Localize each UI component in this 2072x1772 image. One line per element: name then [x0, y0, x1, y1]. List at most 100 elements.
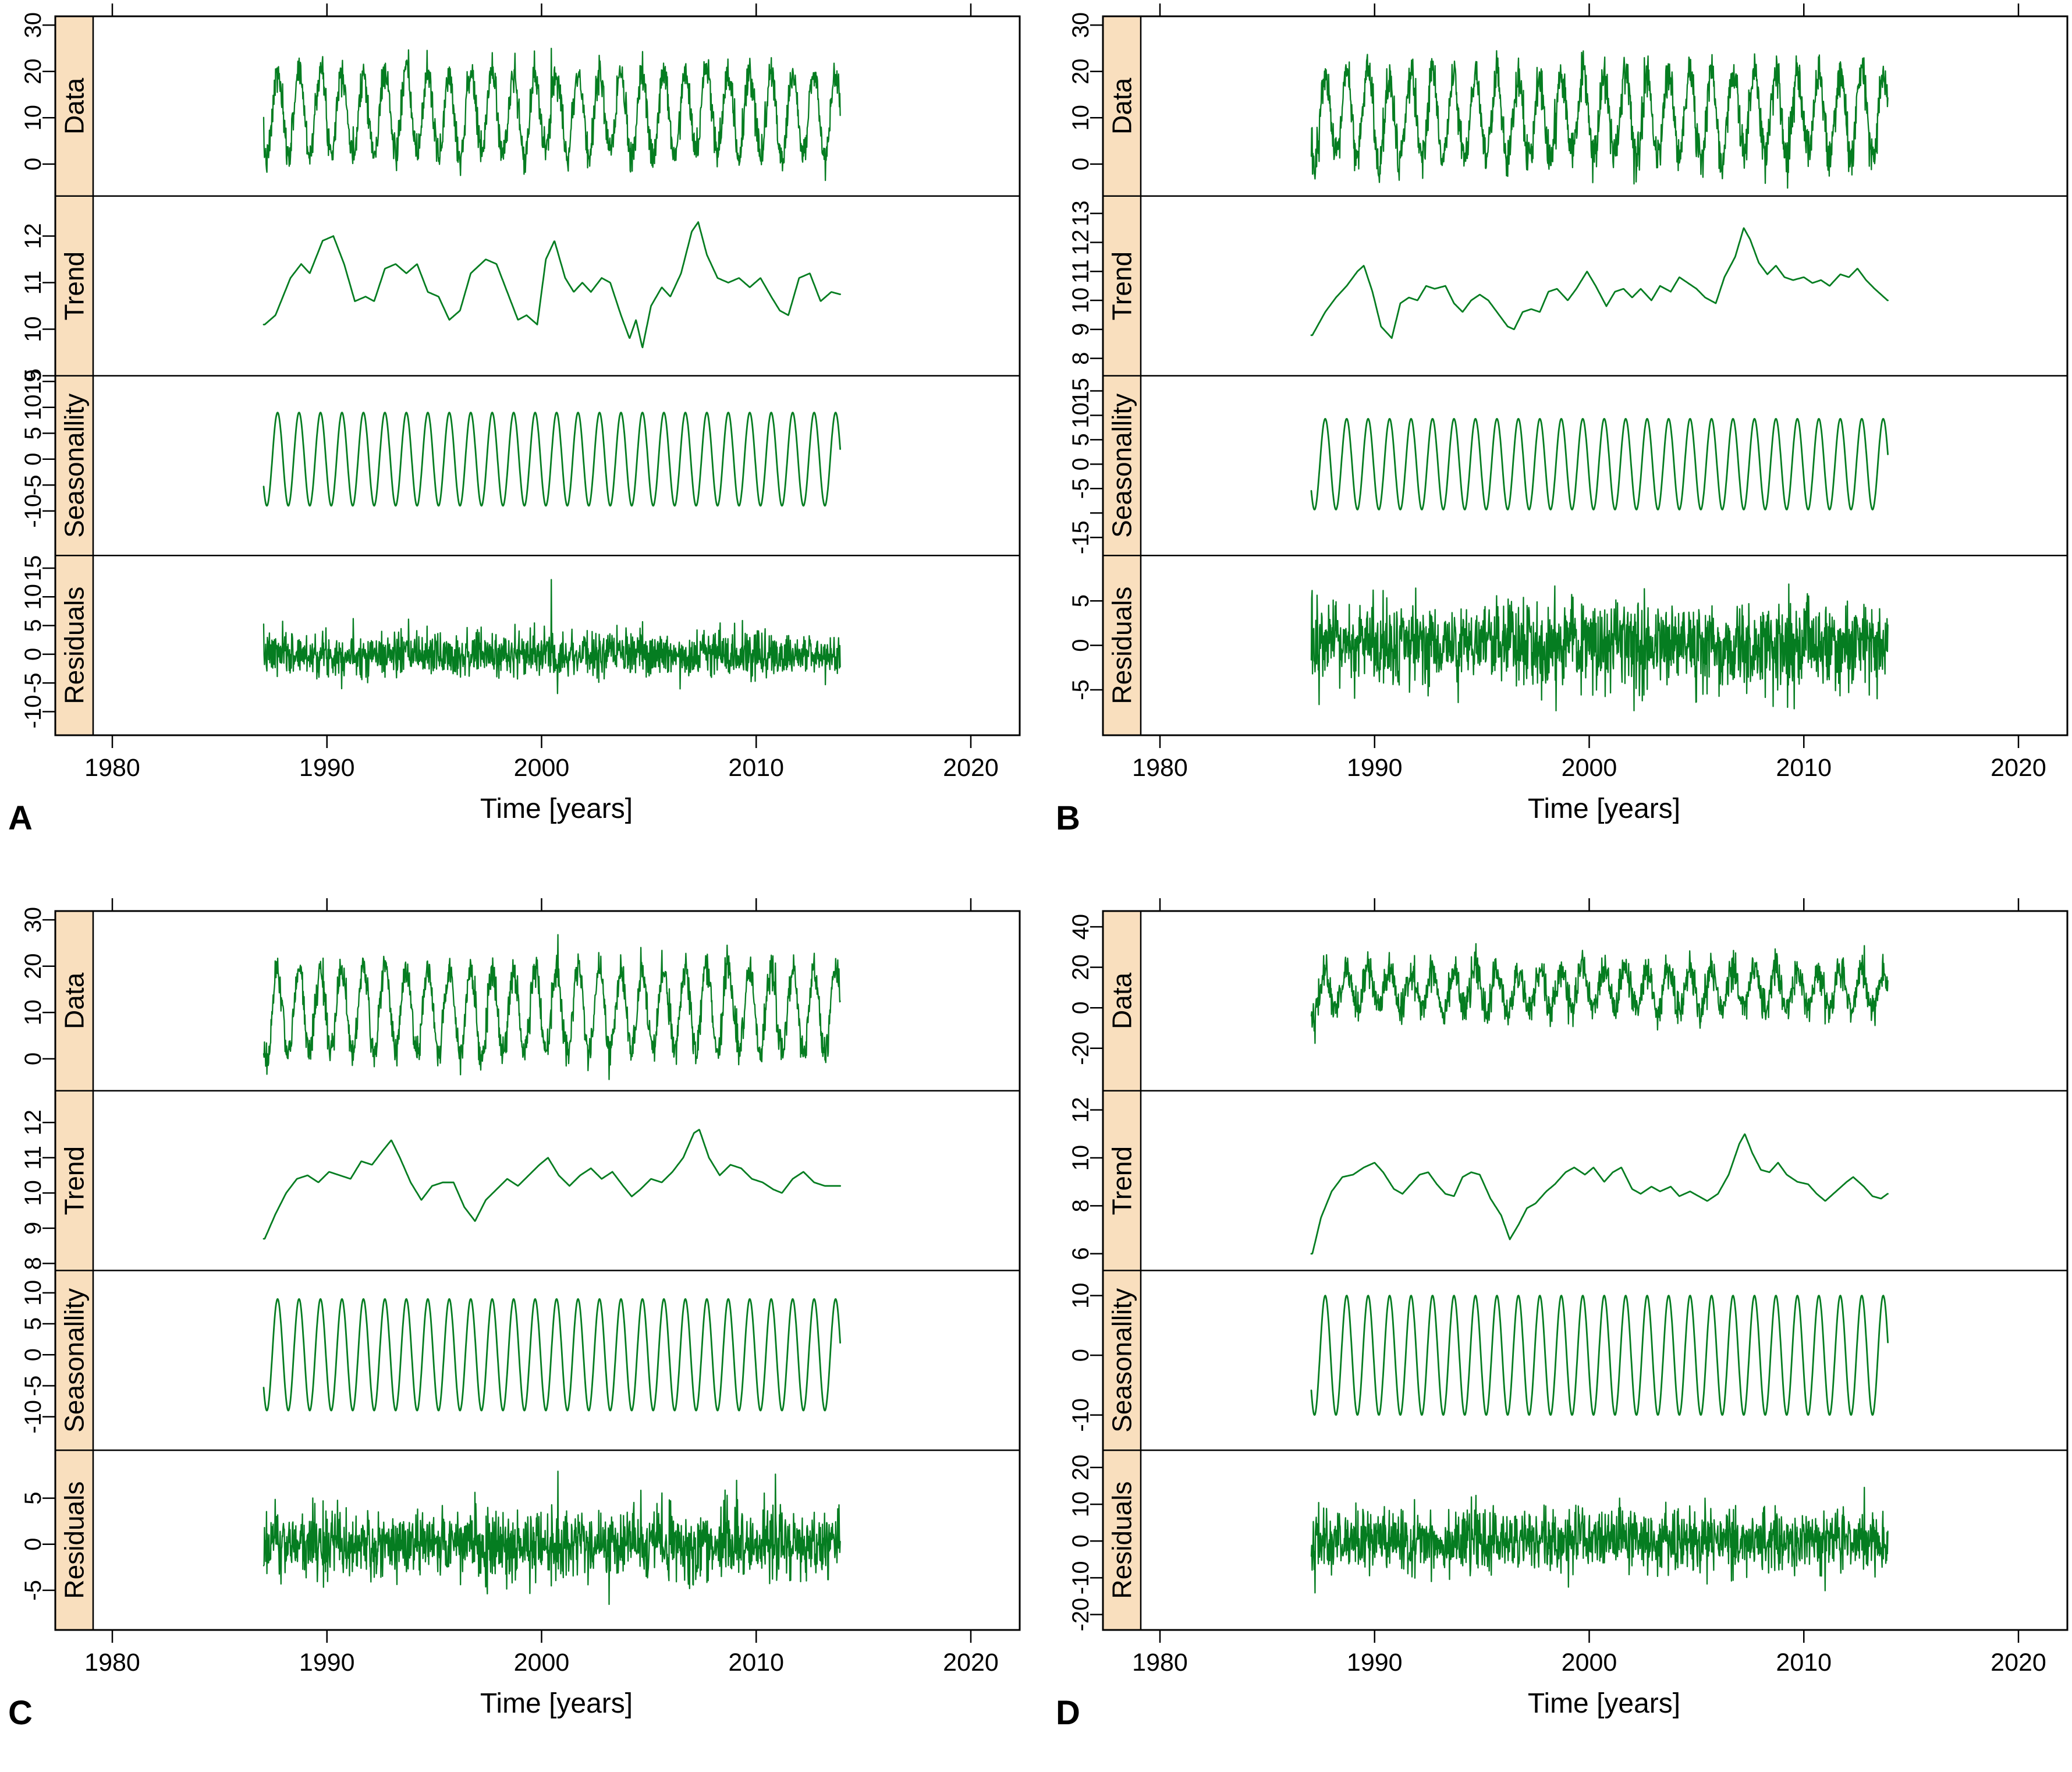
x-tick-label: 2000 — [514, 1649, 570, 1677]
y-tick-label: 12 — [20, 223, 46, 249]
y-tick-label: 11 — [1068, 259, 1094, 283]
strip-label-seasonal: Seasonallity — [59, 1288, 90, 1433]
strip-label-seasonal: Seasonallity — [1107, 394, 1137, 538]
y-tick-label: 5 — [20, 1491, 46, 1504]
series-A-seasonal-line — [262, 412, 841, 507]
x-tick-label: 2000 — [1562, 754, 1617, 782]
y-axis-trend: 9 10 11 12 — [20, 223, 55, 382]
series-C-seasonal-line — [262, 1298, 841, 1412]
strip-label-data: Data — [1107, 77, 1137, 134]
x-tick-label: 1980 — [84, 1649, 140, 1677]
panel-c: 0 10 20 30 Data 8 9 10 11 12 Trend -10 -5 0 5 10 Seasona… — [0, 895, 1036, 1769]
y-axis-residuals: -5 0 5 — [1068, 594, 1103, 700]
panel-a: 0 10 20 30 Data 9 10 11 12 Trend -10 -5 0 5 10 15 Season… — [0, 0, 1036, 874]
y-axis-trend: 6 8 10 12 — [1068, 1097, 1103, 1260]
y-axis-seasonal: -10 0 10 — [1068, 1282, 1103, 1432]
y-tick-label: 12 — [1068, 229, 1094, 256]
strip-label-data: Data — [1107, 972, 1137, 1029]
x-tick-label: 2020 — [943, 1649, 999, 1677]
strip-label-data: Data — [59, 77, 90, 134]
y-tick-label: 0 — [1068, 458, 1094, 470]
x-tick-label: 1990 — [1347, 754, 1403, 782]
y-axis-trend: 8 9 10 11 12 13 — [1068, 200, 1103, 365]
y-tick-label: 5 — [1068, 433, 1094, 446]
y-tick-label: -10 — [1068, 1561, 1094, 1594]
y-axis-residuals: -20 -10 0 10 20 — [1068, 1455, 1103, 1631]
x-axis-title: Time [years] — [480, 1688, 633, 1719]
series-D-residuals-line — [1310, 1486, 1889, 1594]
y-tick-label: 11 — [20, 271, 46, 295]
y-tick-label: 9 — [1068, 323, 1094, 336]
panel-C-svg: 0 10 20 30 Data 8 9 10 11 12 Trend -10 -5 0 5 10 Seasona… — [8, 898, 1021, 1732]
y-tick-label: 0 — [20, 648, 46, 661]
strip-label-trend: Trend — [59, 1146, 90, 1215]
series-D-seasonal-line — [1310, 1295, 1889, 1416]
y-tick-label: 30 — [1068, 12, 1094, 38]
y-tick-label: 13 — [1068, 200, 1094, 226]
x-tick-label: 2010 — [1776, 754, 1832, 782]
panel-d: -20 0 20 40 Data 6 8 10 12 Trend -10 0 10 Seasonallit… — [1048, 895, 2072, 1769]
y-tick-label: 9 — [20, 1222, 46, 1235]
plot-box — [1102, 910, 2069, 1631]
series-A-data-line — [262, 47, 841, 181]
y-tick-label: 10 — [20, 1000, 46, 1026]
series-D-data-line — [1310, 943, 1889, 1044]
x-tick-label: 1990 — [1347, 1649, 1403, 1677]
panel-letter-C: C — [8, 1694, 33, 1732]
y-tick-label: 10 — [20, 1180, 46, 1206]
x-axis: 1980 1990 2000 2010 2020 — [84, 898, 999, 1677]
strip-label-residuals: Residuals — [59, 1482, 90, 1599]
y-tick-label: 10 — [1068, 1491, 1094, 1518]
panel-A-svg: 0102030Data9101112Trend-10-5051015Season… — [8, 3, 1021, 837]
y-tick-label: 20 — [1068, 58, 1094, 84]
series-C-data-line — [262, 934, 841, 1080]
series-B-seasonal-line — [1310, 418, 1889, 511]
y-tick-label: 5 — [20, 427, 46, 440]
y-axis-data: 0 10 20 30 — [1068, 12, 1103, 171]
x-tick-label: 2010 — [728, 1649, 784, 1677]
strip-label-data: Data — [59, 972, 90, 1029]
y-tick-label: -10 — [20, 494, 46, 528]
y-tick-label: 10 — [1068, 288, 1094, 314]
y-tick-label: 10 — [1068, 1145, 1094, 1171]
y-tick-label: -5 — [1068, 479, 1094, 499]
y-tick-label: 8 — [1068, 352, 1094, 364]
y-tick-label: 20 — [1068, 954, 1094, 980]
y-tick-label: -5 — [20, 672, 46, 693]
x-tick-label: 2020 — [1991, 1649, 2046, 1677]
y-tick-label: 12 — [1068, 1097, 1094, 1123]
plot-box — [1102, 15, 2069, 736]
y-axis-data: 0 10 20 30 — [20, 907, 55, 1065]
y-tick-label: 0 — [1068, 1534, 1094, 1547]
y-tick-label: 8 — [1068, 1199, 1094, 1212]
y-tick-label: 0 — [1068, 1001, 1094, 1014]
y-axis-trend: 8 9 10 11 12 — [20, 1110, 55, 1270]
y-tick-label: -5 — [20, 1376, 46, 1397]
x-tick-label: 2010 — [728, 754, 784, 782]
strip-label-residuals: Residuals — [1107, 1482, 1137, 1599]
y-tick-label: 10 — [20, 105, 46, 131]
x-tick-label: 1980 — [1132, 1649, 1188, 1677]
x-tick-label: 1990 — [299, 1649, 355, 1677]
x-tick-label: 2020 — [1991, 754, 2046, 782]
y-tick-label: -5 — [20, 1580, 46, 1601]
x-axis-title: Time [years] — [480, 793, 633, 824]
y-tick-label: -10 — [1068, 1398, 1094, 1432]
y-tick-label: -10 — [20, 695, 46, 729]
strip-label-trend: Trend — [59, 251, 90, 320]
y-tick-label: 0 — [1068, 1349, 1094, 1362]
x-axis: 1980 1990 2000 2010 2020 — [1132, 898, 2046, 1677]
y-tick-label: 10 — [20, 1280, 46, 1306]
y-tick-label: 0 — [20, 1052, 46, 1065]
plot-box — [54, 910, 1021, 1631]
series-B-trend-line — [1310, 227, 1889, 339]
y-tick-label: -15 — [1068, 520, 1094, 554]
y-tick-label: 0 — [1068, 158, 1094, 171]
series-B-data-line — [1310, 50, 1889, 189]
panel-b: 0 10 20 30 Data 8 9 10 11 12 13 Trend -15 -5 0 5 10 15 Sea… — [1048, 0, 2072, 874]
x-axis-title: Time [years] — [1528, 1688, 1680, 1719]
y-tick-label: 10 — [1068, 105, 1094, 131]
